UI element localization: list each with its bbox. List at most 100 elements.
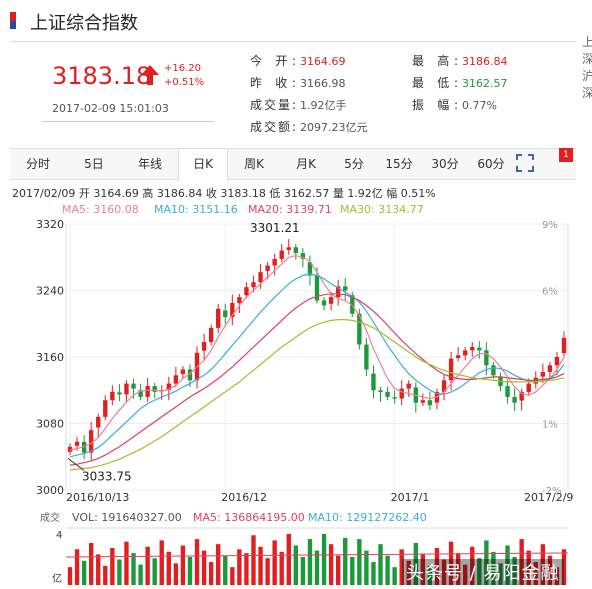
candle-body xyxy=(371,373,376,391)
candle-body xyxy=(131,383,136,389)
page-title: 上证综合指数 xyxy=(30,13,138,34)
volume-bar xyxy=(540,544,546,585)
cropped-edge-text: 上深沪深 xyxy=(582,35,592,100)
stat-amplitude: 振 幅: 0.77% xyxy=(412,96,497,113)
volume-bar xyxy=(484,540,489,585)
volume-ma5-legend: MA5: 136864195.00 xyxy=(193,511,305,524)
candle-body xyxy=(512,396,517,403)
volume-bar xyxy=(159,540,164,585)
stat-open-label: 今 开: xyxy=(250,54,296,68)
candle-body xyxy=(216,308,221,328)
stat-amount-value: 2097.23亿元 xyxy=(300,121,368,134)
volume-bar xyxy=(180,545,186,585)
candle-body xyxy=(300,253,306,259)
volume-bar xyxy=(145,546,150,585)
tab-year[interactable]: 年线 xyxy=(137,157,162,171)
tab-5min[interactable]: 5分 xyxy=(344,157,364,171)
candle-body xyxy=(491,365,496,376)
volume-bar xyxy=(88,542,94,585)
volume-bar xyxy=(420,554,426,585)
tab-15min[interactable]: 15分 xyxy=(385,157,413,171)
volume-bar xyxy=(477,558,482,585)
stat-amplitude-label: 振 幅: xyxy=(412,98,458,112)
candle-body xyxy=(96,416,101,428)
volume-bar xyxy=(470,546,475,585)
candle-body xyxy=(230,302,235,318)
volume-bar xyxy=(399,549,404,585)
candle-body xyxy=(554,357,560,366)
volume-bar xyxy=(237,549,242,585)
up-arrow-icon xyxy=(141,65,159,85)
volume-bar xyxy=(371,562,376,585)
volume-bar xyxy=(561,549,567,585)
tab-monthly-k[interactable]: 月K xyxy=(296,157,316,171)
candle-body xyxy=(272,258,277,266)
change-percent: +0.51% xyxy=(164,77,205,88)
candle-body xyxy=(484,350,489,366)
candle-body xyxy=(463,350,468,356)
candle-body xyxy=(505,386,510,397)
candle-body xyxy=(561,337,567,354)
candle-body xyxy=(237,297,242,303)
volume-bar xyxy=(230,567,235,585)
stat-volume: 成交量: 1.92亿手 xyxy=(250,96,347,113)
y-tick-label: 3160 xyxy=(36,351,64,364)
candle-body xyxy=(307,262,313,276)
tab-60min[interactable]: 60分 xyxy=(477,157,505,171)
volume-bar xyxy=(74,549,80,585)
stat-amount: 成交额: 2097.23亿元 xyxy=(250,118,368,135)
volume-bar xyxy=(533,562,538,585)
ma10-legend: MA10: 3151.16 xyxy=(154,203,238,216)
volume-bar xyxy=(350,556,355,585)
ma20-legend: MA20: 3139.71 xyxy=(248,203,332,216)
tab-daily-k[interactable]: 日K xyxy=(178,149,228,181)
volume-y-top: 4 xyxy=(56,530,62,541)
volume-bar xyxy=(434,548,440,585)
candle-body xyxy=(519,391,524,401)
volume-bar xyxy=(328,544,334,585)
stat-high-label: 最 高: xyxy=(412,54,458,68)
tab-30min[interactable]: 30分 xyxy=(431,157,459,171)
tab-5day[interactable]: 5日 xyxy=(84,157,104,171)
volume-bar xyxy=(321,534,327,585)
candle-body xyxy=(357,313,362,345)
candle-body xyxy=(145,386,150,397)
candle-body xyxy=(208,327,214,343)
volume-bar xyxy=(554,567,560,585)
volume-bar xyxy=(364,550,369,585)
tab-intraday[interactable]: 分时 xyxy=(25,157,50,171)
fullscreen-icon[interactable] xyxy=(516,154,534,172)
candle-body xyxy=(399,388,404,399)
stat-amount-label: 成交额: xyxy=(250,120,296,134)
stat-prev-close-label: 昨 收: xyxy=(250,76,296,90)
candle-body xyxy=(173,375,179,384)
volume-bar xyxy=(505,545,510,585)
volume-bar xyxy=(244,553,249,585)
volume-bar xyxy=(448,541,454,585)
period-tab-bar: 分时 5日 年线 日K 周K 月K 5分 15分 30分 60分 xyxy=(10,148,576,181)
candle-body xyxy=(328,297,334,304)
ma5-line xyxy=(69,254,565,451)
pct-tick-label: 9% xyxy=(542,220,558,231)
candle-body xyxy=(88,430,94,453)
tab-weekly-k[interactable]: 周K xyxy=(244,157,264,171)
ohlc-info-line: 2017/02/09 开 3164.69 高 3186.84 收 3183.18… xyxy=(12,187,436,200)
volume-bar xyxy=(208,562,214,585)
candle-body xyxy=(117,392,122,395)
candle-body xyxy=(223,310,228,318)
candle-body xyxy=(67,446,73,452)
volume-bar xyxy=(223,555,228,585)
volume-bar xyxy=(463,564,468,585)
ma30-line xyxy=(69,318,565,471)
stat-prev-close: 昨 收: 3166.98 xyxy=(250,74,346,91)
volume-bar xyxy=(187,556,193,585)
volume-bar xyxy=(110,548,115,585)
candle-body xyxy=(540,371,546,377)
volume-bar xyxy=(357,539,362,585)
volume-bar xyxy=(498,563,503,585)
volume-vol-legend: VOL: 191640327.00 xyxy=(72,511,182,524)
volume-bar xyxy=(314,550,320,585)
low-annotation-pointer xyxy=(67,458,85,471)
notification-badge[interactable]: 1 xyxy=(559,148,573,162)
volume-bar xyxy=(152,558,157,585)
